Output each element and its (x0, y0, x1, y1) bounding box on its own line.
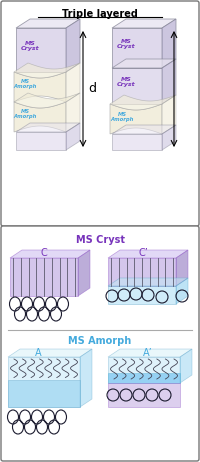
Text: A: A (35, 348, 41, 358)
FancyBboxPatch shape (1, 226, 199, 461)
Polygon shape (8, 379, 80, 407)
Text: C: C (41, 248, 47, 258)
Polygon shape (8, 349, 92, 357)
Polygon shape (108, 372, 180, 383)
Polygon shape (80, 349, 92, 407)
Polygon shape (8, 357, 80, 407)
Polygon shape (14, 93, 80, 108)
Polygon shape (108, 258, 176, 286)
Text: d: d (88, 83, 96, 96)
Polygon shape (110, 95, 176, 110)
Polygon shape (66, 123, 80, 150)
Text: MS Amorph: MS Amorph (68, 336, 132, 346)
Text: C’: C’ (138, 248, 148, 258)
Text: MS
Cryst: MS Cryst (117, 77, 135, 87)
Polygon shape (180, 349, 192, 383)
Polygon shape (112, 19, 176, 28)
Polygon shape (14, 102, 66, 132)
Polygon shape (108, 349, 192, 357)
Text: MS
Cryst: MS Cryst (117, 39, 135, 49)
Polygon shape (162, 125, 176, 150)
Text: MS
Amorph: MS Amorph (13, 109, 37, 119)
Polygon shape (78, 250, 90, 296)
Polygon shape (16, 123, 80, 132)
Polygon shape (66, 19, 80, 72)
Polygon shape (16, 28, 66, 72)
Text: MS Cryst: MS Cryst (76, 235, 124, 245)
Text: MS
Cryst: MS Cryst (21, 41, 39, 51)
Polygon shape (112, 68, 162, 104)
Polygon shape (108, 250, 188, 258)
Polygon shape (176, 278, 188, 304)
Polygon shape (16, 19, 80, 28)
Polygon shape (176, 250, 188, 286)
Polygon shape (112, 134, 162, 150)
Polygon shape (108, 357, 180, 383)
Text: MS
Amorph: MS Amorph (13, 79, 37, 90)
Polygon shape (162, 59, 176, 104)
Text: MS
Amorph: MS Amorph (110, 112, 134, 122)
Polygon shape (14, 63, 80, 78)
Polygon shape (10, 250, 90, 258)
Polygon shape (162, 95, 176, 134)
Polygon shape (110, 104, 162, 134)
Text: A’: A’ (143, 348, 153, 358)
Polygon shape (66, 63, 80, 102)
Polygon shape (112, 28, 162, 68)
Text: Triple layered: Triple layered (62, 9, 138, 19)
Polygon shape (112, 59, 176, 68)
Polygon shape (112, 125, 176, 134)
Polygon shape (108, 286, 176, 304)
Polygon shape (162, 19, 176, 68)
Polygon shape (10, 258, 78, 296)
FancyBboxPatch shape (1, 1, 199, 226)
Polygon shape (14, 72, 66, 102)
Polygon shape (66, 93, 80, 132)
Polygon shape (16, 132, 66, 150)
Polygon shape (108, 383, 180, 407)
Polygon shape (108, 278, 188, 286)
